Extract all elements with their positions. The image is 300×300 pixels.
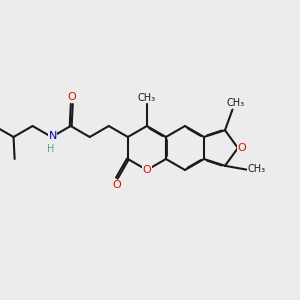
Text: O: O (112, 180, 121, 190)
Text: N: N (48, 131, 57, 141)
Text: O: O (142, 165, 151, 175)
Text: H: H (47, 144, 54, 154)
Text: O: O (238, 143, 246, 153)
Text: O: O (68, 92, 76, 102)
Text: CH₃: CH₃ (138, 93, 156, 103)
Text: CH₃: CH₃ (226, 98, 244, 107)
Text: CH₃: CH₃ (248, 164, 266, 174)
